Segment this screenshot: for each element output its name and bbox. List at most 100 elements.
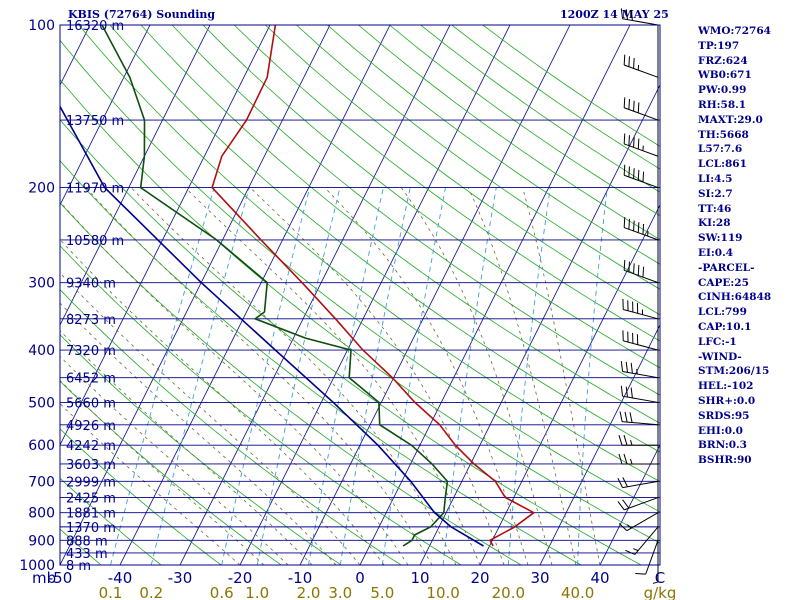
index-item: SW:119 — [698, 232, 743, 245]
temperature-tick-label: -40 — [108, 569, 133, 587]
index-item: WB0:671 — [698, 69, 752, 82]
index-item: WMO:72764 — [698, 25, 771, 37]
temperature-tick-label: -50 — [48, 569, 73, 587]
index-item: TP:197 — [698, 39, 740, 52]
wind-barb — [618, 512, 659, 532]
isotherm-line — [239, 25, 511, 565]
mixing-ratio-line — [442, 187, 497, 565]
wind-barb — [623, 133, 659, 157]
mixing-ratio-tick-label: 40.0 — [561, 584, 594, 600]
mb-label: mb — [32, 569, 56, 587]
dry-adiabat-line — [78, 25, 660, 483]
height-label: 5660 m — [66, 396, 116, 411]
temperature-tick-label: -20 — [228, 569, 253, 587]
temperature-tick-label: 20 — [470, 569, 489, 587]
moist-adiabat-line — [249, 187, 505, 565]
moist-adiabat-line — [324, 187, 529, 565]
moist-adiabat-line — [85, 187, 433, 565]
wind-barb — [635, 540, 659, 575]
wind-barb — [620, 361, 659, 379]
mixing-ratio-line — [577, 187, 608, 565]
wind-barb — [625, 526, 659, 555]
index-item: -WIND- — [698, 350, 742, 363]
index-item: CAP:10.1 — [698, 320, 752, 333]
pressure-tick-label: 1000 — [19, 558, 55, 574]
wind-barbs — [617, 8, 659, 584]
series-dewpoint-line — [101, 25, 449, 547]
height-label: 4926 m — [66, 419, 116, 434]
index-item: FRZ:624 — [698, 54, 748, 67]
wind-barb — [622, 330, 659, 351]
mixing-ratio-tick-label: 1.0 — [245, 584, 269, 600]
mixing-ratio-tick-label: 10.0 — [426, 584, 459, 600]
index-item: CINH:64848 — [698, 291, 772, 304]
height-label: 13750 m — [66, 114, 124, 129]
temperature-tick-label: C — [655, 569, 665, 587]
temperature-tick-label: 30 — [530, 569, 549, 587]
pressure-tick-label: 900 — [28, 533, 55, 549]
index-item: LCL:799 — [698, 306, 747, 319]
height-label: 11970 m — [66, 182, 124, 197]
mixing-ratio-tick-label: g/kg — [644, 584, 677, 600]
wind-barb — [622, 299, 659, 320]
wind-barb — [618, 435, 658, 446]
wind-barb — [620, 8, 659, 26]
isotherm-line — [359, 25, 631, 565]
wind-barb — [623, 259, 659, 284]
pressure-tick-label: 800 — [28, 506, 55, 522]
mixing-ratio-tick-label: 3.0 — [328, 584, 352, 600]
dry-adiabat-line — [109, 25, 660, 453]
isotherm-line — [0, 25, 30, 565]
index-item: HEL:-102 — [698, 380, 754, 393]
isotherm-line — [119, 25, 391, 565]
index-item: SHR+:0.0 — [698, 394, 756, 407]
index-item: LFC:-1 — [698, 335, 737, 348]
dry-adiabat-line — [60, 79, 660, 544]
height-label: 4242 m — [66, 439, 116, 454]
moist-adiabat-line — [60, 272, 361, 565]
index-item: CAPE:25 — [698, 276, 749, 289]
wind-barb — [617, 497, 659, 511]
pressure-tick-label: 600 — [28, 438, 55, 454]
temperature-tick-label: -30 — [168, 569, 193, 587]
wind-barb — [619, 411, 659, 426]
mixing-ratio-line — [150, 187, 250, 565]
height-label: 7320 m — [66, 344, 116, 359]
index-item: L57:7.6 — [698, 143, 743, 156]
index-item: STM:206/15 — [698, 365, 770, 378]
index-item: BSHR:90 — [698, 454, 752, 467]
index-item: BRN:0.3 — [698, 439, 747, 452]
isotherm-line — [539, 324, 660, 565]
index-item: SRDS:95 — [698, 409, 750, 422]
isotherm-line — [60, 25, 271, 446]
isotherm-line — [299, 25, 571, 565]
isotherm-line — [179, 25, 451, 565]
moist-adiabat-line — [60, 403, 241, 565]
pressure-tick-label: 200 — [28, 181, 55, 197]
wind-barb — [620, 385, 659, 403]
wind-barb — [623, 54, 659, 78]
dry-adiabat-lines — [60, 25, 660, 565]
height-label: 6452 m — [66, 372, 116, 387]
isotherm-line — [60, 25, 151, 206]
isotherm-line — [60, 25, 211, 326]
mixing-ratio-tick-label: 2.0 — [297, 584, 321, 600]
index-item: RH:58.1 — [698, 98, 747, 111]
moist-adiabat-line — [60, 379, 265, 565]
mixing-ratio-line — [221, 187, 311, 565]
dry-adiabat-line — [60, 39, 660, 513]
height-label: 16320 m — [66, 19, 124, 34]
height-label: 10580 m — [66, 234, 124, 249]
moist-adiabat-line — [60, 355, 289, 565]
mixing-ratio-tick-label: 5.0 — [370, 584, 394, 600]
height-label: 433 m — [66, 547, 108, 562]
mixing-ratio-tick-label: 0.1 — [99, 584, 123, 600]
height-label: 1881 m — [66, 507, 116, 522]
chart-title-time: 1200Z 14 MAY 25 — [560, 8, 669, 21]
wind-barb — [617, 477, 659, 489]
mixing-ratio-tick-label: 20.0 — [492, 584, 525, 600]
series-temperature-line — [211, 25, 536, 547]
height-label: 8273 m — [66, 313, 116, 328]
